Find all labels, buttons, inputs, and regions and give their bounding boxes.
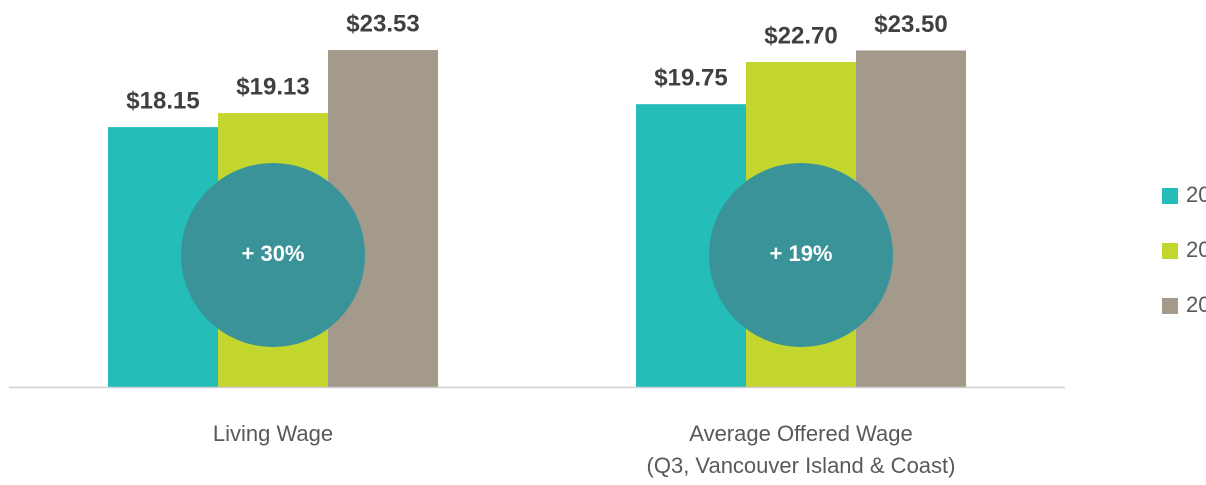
annotation-circle <box>181 163 365 347</box>
x-tick-label: Average Offered Wage (Q3, Vancouver Isla… <box>646 421 956 478</box>
value-label: $23.50 <box>874 11 947 38</box>
legend-swatch <box>1162 298 1178 314</box>
annotation: + 30% <box>242 241 305 266</box>
legend-label: 2022 <box>1186 292 1206 317</box>
value-label: $19.75 <box>654 65 727 92</box>
legend-swatch <box>1162 243 1178 259</box>
annotation-circle <box>709 163 893 347</box>
value-label: $23.53 <box>346 10 419 37</box>
value-label: $22.70 <box>764 22 837 49</box>
x-tick-label: Living Wage <box>212 421 334 446</box>
legend-label: 2019 <box>1186 182 1206 207</box>
legend-label: 2021 <box>1186 237 1206 262</box>
legend-swatch <box>1162 188 1178 204</box>
annotation: + 19% <box>770 241 833 266</box>
value-label: $18.15 <box>126 87 199 114</box>
value-label: $19.13 <box>236 73 309 100</box>
